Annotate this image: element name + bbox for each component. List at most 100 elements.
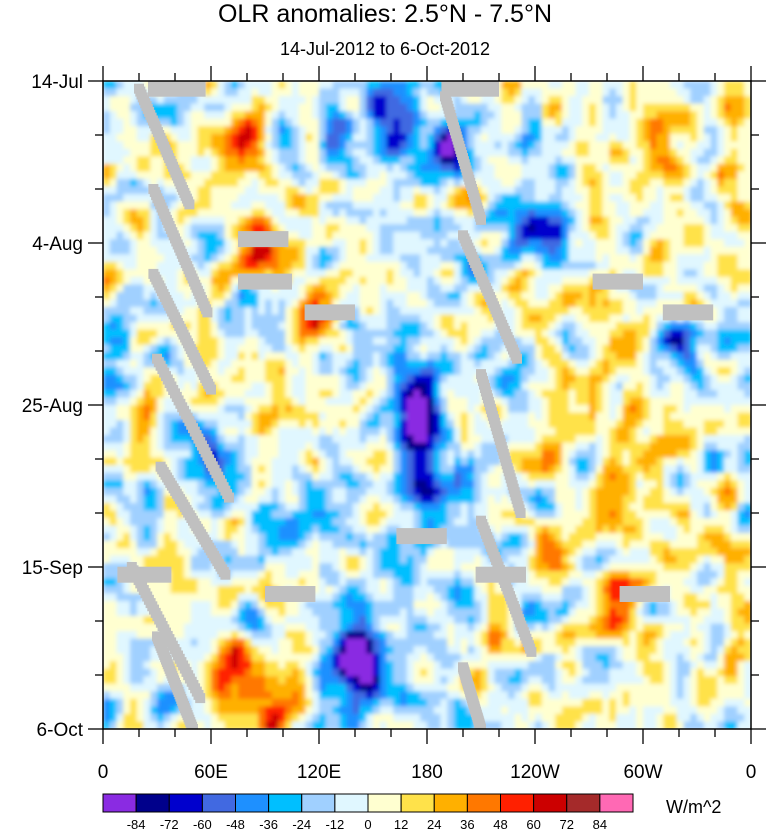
anomaly-cell	[737, 450, 746, 459]
anomaly-cell	[616, 209, 624, 218]
anomaly-cell	[217, 96, 226, 105]
anomaly-cell	[481, 307, 489, 316]
anomaly-cell	[643, 284, 651, 293]
anomaly-cell	[582, 382, 590, 391]
anomaly-cell	[332, 435, 341, 444]
anomaly-cell	[649, 126, 658, 135]
anomaly-cell	[535, 224, 543, 233]
anomaly-cell	[568, 171, 577, 180]
anomaly-cell	[400, 465, 408, 474]
anomaly-cell	[136, 427, 145, 436]
anomaly-cell	[373, 239, 381, 248]
anomaly-cell	[555, 367, 563, 376]
anomaly-cell	[724, 178, 732, 188]
anomaly-cell	[487, 186, 496, 195]
anomaly-cell	[163, 96, 172, 105]
anomaly-cell	[238, 209, 246, 218]
anomaly-cell	[514, 261, 523, 271]
anomaly-cell	[555, 276, 563, 286]
anomaly-cell	[420, 405, 428, 414]
anomaly-cell	[393, 276, 401, 286]
anomaly-cell	[373, 133, 381, 143]
anomaly-cell	[244, 367, 253, 376]
anomaly-cell	[298, 450, 307, 459]
anomaly-cell	[406, 276, 415, 286]
anomaly-cell	[251, 329, 260, 338]
anomaly-cell	[541, 178, 550, 188]
anomaly-cell	[663, 344, 671, 354]
anomaly-cell	[143, 337, 152, 346]
anomaly-cell	[487, 435, 496, 444]
anomaly-cell	[589, 171, 597, 180]
anomaly-cell	[265, 359, 273, 369]
anomaly-cell	[319, 246, 327, 256]
anomaly-cell	[616, 261, 624, 271]
anomaly-cell	[575, 405, 584, 414]
anomaly-cell	[589, 389, 597, 399]
anomaly-cell	[400, 148, 408, 158]
anomaly-cell	[447, 276, 455, 286]
anomaly-cell	[636, 246, 644, 256]
anomaly-cell	[730, 307, 739, 316]
anomaly-cell	[352, 457, 361, 467]
anomaly-cell	[150, 178, 158, 188]
anomaly-cell	[454, 231, 462, 241]
anomaly-cell	[305, 276, 314, 286]
anomaly-cell	[379, 111, 388, 120]
anomaly-cell	[393, 88, 401, 97]
anomaly-cell	[609, 231, 617, 241]
anomaly-cell	[440, 148, 449, 158]
anomaly-cell	[636, 299, 644, 308]
anomaly-cell	[278, 435, 287, 444]
anomaly-cell	[433, 148, 442, 158]
anomaly-cell	[467, 427, 476, 436]
anomaly-cell	[548, 291, 557, 301]
anomaly-cell	[163, 269, 172, 278]
anomaly-cell	[717, 322, 725, 331]
anomaly-cell	[562, 96, 570, 105]
anomaly-cell	[474, 405, 482, 414]
anomaly-cell	[143, 397, 152, 406]
anomaly-cell	[265, 246, 273, 256]
anomaly-cell	[305, 352, 314, 361]
anomaly-cell	[460, 344, 469, 354]
anomaly-cell	[386, 224, 395, 233]
anomaly-cell	[656, 299, 665, 308]
anomaly-cell	[710, 239, 719, 248]
anomaly-cell	[190, 231, 199, 241]
anomaly-cell	[298, 329, 307, 338]
anomaly-cell	[690, 359, 698, 369]
anomaly-cell	[197, 209, 206, 218]
anomaly-cell	[670, 276, 678, 286]
anomaly-cell	[123, 374, 131, 384]
anomaly-cell	[238, 246, 246, 256]
anomaly-cell	[514, 314, 523, 323]
anomaly-cell	[190, 186, 199, 195]
anomaly-cell	[521, 133, 530, 143]
anomaly-cell	[258, 194, 266, 203]
anomaly-cell	[163, 344, 172, 354]
anomaly-cell	[170, 148, 179, 158]
anomaly-cell	[541, 314, 550, 323]
anomaly-cell	[143, 186, 152, 195]
anomaly-cell	[481, 141, 489, 150]
anomaly-cell	[582, 389, 590, 399]
anomaly-cell	[238, 201, 246, 210]
anomaly-cell	[285, 435, 293, 444]
anomaly-cell	[359, 261, 368, 271]
anomaly-cell	[562, 276, 570, 286]
anomaly-cell	[332, 81, 341, 90]
anomaly-cell	[440, 382, 449, 391]
anomaly-cell	[285, 81, 293, 90]
anomaly-cell	[737, 337, 746, 346]
anomaly-cell	[447, 224, 455, 233]
anomaly-cell	[656, 261, 665, 271]
anomaly-cell	[285, 141, 293, 150]
anomaly-cell	[359, 412, 368, 421]
anomaly-cell	[568, 269, 577, 278]
anomaly-cell	[339, 103, 347, 112]
anomaly-cell	[109, 201, 118, 210]
anomaly-cell	[629, 344, 638, 354]
anomaly-cell	[217, 397, 226, 406]
anomaly-cell	[258, 412, 266, 421]
